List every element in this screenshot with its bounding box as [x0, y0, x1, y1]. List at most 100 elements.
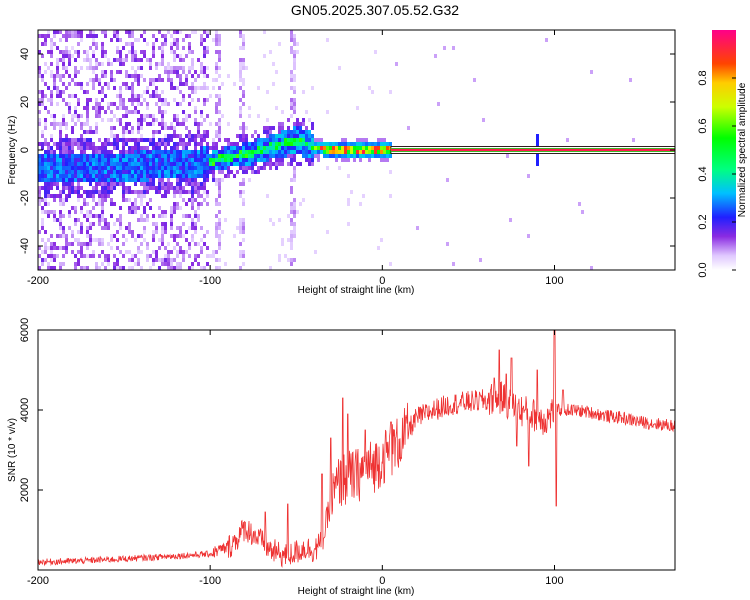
- colorbar-gradient: [712, 30, 736, 270]
- heatmap-cell: [269, 134, 272, 138]
- heatmap-cell: [59, 130, 62, 134]
- heatmap-cell: [347, 198, 350, 202]
- heatmap-cell: [125, 86, 128, 90]
- heatmap-cell: [200, 146, 203, 150]
- heatmap-cell: [92, 238, 95, 242]
- heatmap-cell: [89, 146, 92, 150]
- heatmap-cell: [41, 250, 44, 254]
- heatmap-cell: [50, 178, 53, 182]
- heatmap-cell: [41, 238, 44, 242]
- heatmap-cell: [104, 54, 107, 58]
- heatmap-cell: [212, 162, 215, 166]
- heatmap-cell: [164, 214, 167, 218]
- heatmap-cell: [146, 182, 149, 186]
- heatmap-cell: [104, 194, 107, 198]
- heatmap-cell: [131, 110, 134, 114]
- heatmap-cell: [161, 214, 164, 218]
- heatmap-cell: [188, 150, 191, 154]
- heatmap-cell: [185, 150, 188, 154]
- heatmap-cell: [38, 266, 41, 270]
- heatmap-cell: [179, 78, 182, 82]
- heatmap-cell: [128, 34, 131, 38]
- heatmap-cell: [239, 126, 242, 130]
- heatmap-cell: [206, 134, 209, 138]
- heatmap-cell: [107, 178, 110, 182]
- heatmap-cell: [206, 166, 209, 170]
- heatmap-cell: [173, 190, 176, 194]
- heatmap-cell: [290, 50, 293, 54]
- heatmap-cell: [164, 134, 167, 138]
- heatmap-cell: [167, 102, 170, 106]
- heatmap-cell: [167, 266, 170, 270]
- heatmap-cell: [173, 162, 176, 166]
- heatmap-cell: [65, 122, 68, 126]
- heatmap-cell: [86, 178, 89, 182]
- heatmap-cell: [92, 174, 95, 178]
- heatmap-cell: [89, 166, 92, 170]
- heatmap-cell: [98, 174, 101, 178]
- heatmap-cell: [65, 234, 68, 238]
- heatmap-cell: [71, 162, 74, 166]
- heatmap-cell: [236, 142, 239, 146]
- heatmap-cell: [125, 138, 128, 142]
- heatmap-cell: [107, 86, 110, 90]
- heatmap-cell: [134, 38, 137, 42]
- heatmap-cell: [338, 150, 341, 154]
- heatmap-cell: [218, 222, 221, 226]
- heatmap-cell: [68, 178, 71, 182]
- heatmap-cell: [59, 194, 62, 198]
- heatmap-cell: [200, 202, 203, 206]
- heatmap-cell: [113, 34, 116, 38]
- heatmap-cell: [65, 150, 68, 154]
- heatmap-cell: [83, 50, 86, 54]
- heatmap-cell: [95, 266, 98, 270]
- heatmap-cell: [131, 162, 134, 166]
- heatmap-cell: [242, 82, 245, 86]
- heatmap-cell: [143, 182, 146, 186]
- heatmap-cell: [215, 198, 218, 202]
- heatmap-cell: [281, 146, 284, 150]
- heatmap-cell: [371, 142, 374, 146]
- heatmap-cell: [173, 38, 176, 42]
- heatmap-cell: [365, 154, 368, 158]
- heatmap-cell: [56, 122, 59, 126]
- heatmap-cell: [86, 138, 89, 142]
- heatmap-cell: [374, 150, 377, 154]
- heatmap-cell: [173, 98, 176, 102]
- heatmap-cell: [104, 50, 107, 54]
- heatmap-cell: [128, 258, 131, 262]
- heatmap-cell: [215, 250, 218, 254]
- heatmap-cell: [134, 170, 137, 174]
- heatmap-cell: [50, 258, 53, 262]
- heatmap-cell: [47, 254, 50, 258]
- snr-background: [38, 330, 675, 570]
- heatmap-cell: [167, 186, 170, 190]
- heatmap-cell: [218, 170, 221, 174]
- heatmap-cell: [137, 146, 140, 150]
- heatmap-cell: [179, 162, 182, 166]
- heatmap-cell: [74, 162, 77, 166]
- heatmap-cell: [176, 226, 179, 230]
- heatmap-cell: [47, 150, 50, 154]
- heatmap-cell: [203, 30, 206, 34]
- heatmap-cell: [104, 166, 107, 170]
- heatmap-cell: [62, 198, 65, 202]
- heatmap-cell: [308, 162, 311, 166]
- heatmap-cell: [98, 254, 101, 258]
- heatmap-cell: [41, 54, 44, 58]
- heatmap-cell: [89, 242, 92, 246]
- heatmap-cell: [212, 166, 215, 170]
- heatmap-cell: [140, 58, 143, 62]
- heatmap-cell: [62, 214, 65, 218]
- heatmap-cell: [176, 166, 179, 170]
- heatmap-cell: [59, 170, 62, 174]
- heatmap-cell: [377, 150, 380, 154]
- heatmap-cell: [206, 194, 209, 198]
- heatmap-cell: [158, 206, 161, 210]
- heatmap-cell: [206, 86, 209, 90]
- heatmap-cell: [44, 178, 47, 182]
- heatmap-cell: [47, 214, 50, 218]
- heatmap-cell: [194, 158, 197, 162]
- heatmap-cell: [212, 254, 215, 258]
- heatmap-cell: [320, 150, 323, 154]
